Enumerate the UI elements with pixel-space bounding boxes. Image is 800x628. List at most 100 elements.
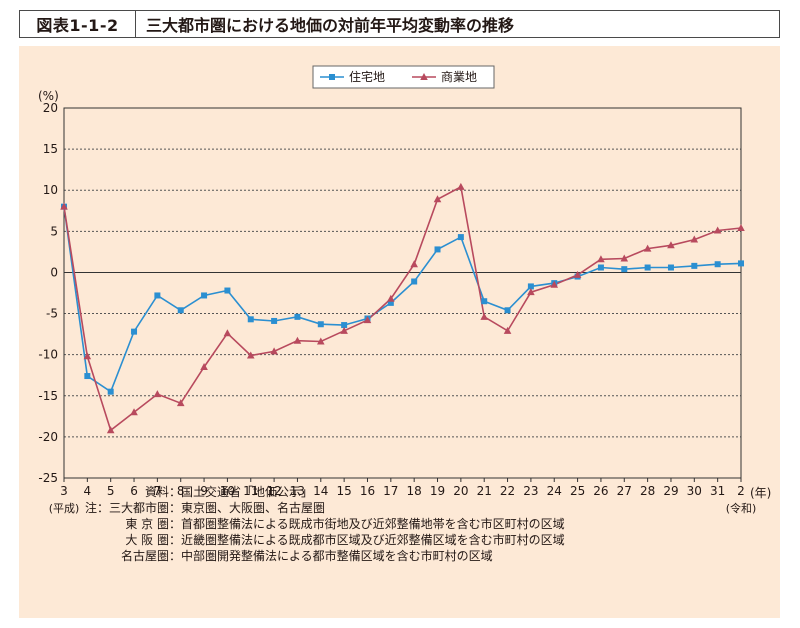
data-point — [316, 337, 325, 345]
data-point — [177, 307, 184, 314]
data-point — [387, 294, 395, 302]
x-tick-label: 8 — [177, 484, 185, 498]
data-point — [737, 224, 745, 232]
legend-label: 住宅地 — [349, 69, 385, 84]
data-point — [713, 226, 722, 234]
data-point — [573, 270, 582, 278]
chart-notes: 資料： 国土交通省「地価公示」 注：三大都市圏： 東京圏、大阪圏、名古屋圏 東 … — [64, 484, 565, 564]
data-point — [644, 264, 651, 271]
figure-title: 三大都市圏における地価の対前年平均変動率の推移 — [146, 16, 515, 35]
data-point — [714, 261, 721, 268]
data-point — [550, 280, 559, 288]
note-value: 東京圏、大阪圏、名古屋圏 — [181, 501, 326, 515]
x-tick-label: 21 — [477, 484, 492, 498]
data-point — [84, 373, 91, 380]
x-tick-label: 5 — [107, 484, 115, 498]
x-tick-label: 31 — [710, 484, 725, 498]
x-tick-label: 28 — [640, 484, 655, 498]
x-tick-label: 29 — [663, 484, 678, 498]
x-tick-label: 10 — [220, 484, 235, 498]
data-point — [597, 255, 605, 263]
x-tick-label: 26 — [593, 484, 608, 498]
y-tick-label: 5 — [50, 224, 58, 238]
note-row-osaka: 大 阪 圏： 近畿圏整備法による既成都市区域及び近郊整備区域を含む市町村の区域 — [64, 532, 565, 548]
note-key: 注：三大都市圏： — [84, 501, 181, 515]
data-point — [60, 202, 68, 210]
legend-marker — [329, 74, 335, 80]
y-tick-label: 10 — [43, 183, 58, 197]
data-point — [154, 292, 161, 299]
x-tick-labels: 3 4 5 6 7 8 9 10 11 12 13 14 15 16 17 18 19 20 21 22 23 24 25 2… — [60, 478, 745, 498]
series-lines — [63, 185, 742, 432]
x-era-end-label: (令和) — [726, 501, 757, 515]
y-axis-label: (%) — [38, 89, 59, 103]
plot-frame — [63, 107, 742, 479]
x-tick-label: 20 — [453, 484, 468, 498]
x-tick-label: 23 — [523, 484, 538, 498]
data-point — [246, 351, 255, 359]
x-tick-label: 30 — [687, 484, 702, 498]
note-row-definition: 注：三大都市圏： 東京圏、大阪圏、名古屋圏 — [64, 500, 565, 516]
data-point — [621, 266, 628, 273]
legend-marker — [420, 73, 428, 80]
data-point — [691, 262, 698, 269]
data-point — [317, 321, 324, 328]
x-tick-label: 16 — [360, 484, 375, 498]
data-point — [224, 287, 231, 294]
y-tick-label: -15 — [38, 389, 58, 403]
data-point — [271, 317, 278, 324]
data-point — [106, 426, 115, 434]
series-line-1 — [63, 206, 742, 393]
x-tick-label: 17 — [383, 484, 398, 498]
data-point — [690, 235, 699, 243]
x-tick-label: 24 — [547, 484, 562, 498]
data-point — [131, 328, 138, 335]
data-point — [434, 246, 441, 253]
data-point — [270, 347, 278, 355]
y-tick-label: 15 — [43, 142, 58, 156]
data-point — [340, 326, 348, 334]
figure-header: 図表1-1-2 三大都市圏における地価の対前年平均変動率の推移 — [19, 10, 780, 38]
data-point — [293, 336, 302, 344]
x-tick-label: 11 — [243, 484, 258, 498]
x-tick-label: 22 — [500, 484, 515, 498]
data-point — [107, 388, 114, 395]
note-value: 近畿圏整備法による既成都市区域及び近郊整備区域を含む市町村の区域 — [181, 533, 565, 547]
data-point — [130, 408, 138, 416]
note-row-source: 資料： 国土交通省「地価公示」 — [64, 484, 565, 500]
figure-label: 図表1-1-2 — [20, 11, 136, 37]
chart-legend: 住宅地 商業地 — [312, 65, 495, 89]
data-point — [481, 298, 488, 305]
data-point — [176, 399, 185, 407]
data-point — [433, 195, 442, 203]
data-point — [457, 234, 464, 241]
note-key: 名古屋圏： — [120, 549, 181, 563]
y-tick-label: 20 — [43, 101, 58, 115]
y-tick-label: -20 — [38, 430, 58, 444]
y-tick-label: -25 — [38, 471, 58, 485]
data-point — [387, 299, 394, 306]
data-point — [294, 313, 301, 320]
data-point — [153, 390, 162, 398]
x-tick-label: 15 — [336, 484, 351, 498]
note-value: 中部圏開発整備法による都市整備区域を含む市町村の区域 — [181, 549, 493, 563]
data-point — [527, 283, 534, 290]
data-point — [738, 260, 744, 267]
x-tick-label: 4 — [84, 484, 92, 498]
data-point — [200, 363, 208, 370]
x-tick-label: 25 — [570, 484, 585, 498]
note-value: 国土交通省「地価公示」 — [181, 485, 314, 499]
x-tick-label: 2 — [737, 484, 745, 498]
data-point — [83, 352, 92, 360]
y-tick-label: -10 — [38, 348, 58, 362]
note-key: 資料： — [144, 485, 181, 499]
note-key: 大 阪 圏： — [125, 533, 181, 547]
note-value: 首都圏整備法による既成市街地及び近郊整備地帯を含む市区町村の区域 — [181, 517, 565, 531]
x-tick-label: 6 — [130, 484, 138, 498]
x-tick-label: 9 — [200, 484, 208, 498]
x-tick-label: 7 — [154, 484, 162, 498]
y-tick-label: 0 — [50, 265, 58, 279]
data-point — [504, 307, 511, 314]
x-tick-label: 19 — [430, 484, 445, 498]
series-markers — [60, 182, 745, 434]
